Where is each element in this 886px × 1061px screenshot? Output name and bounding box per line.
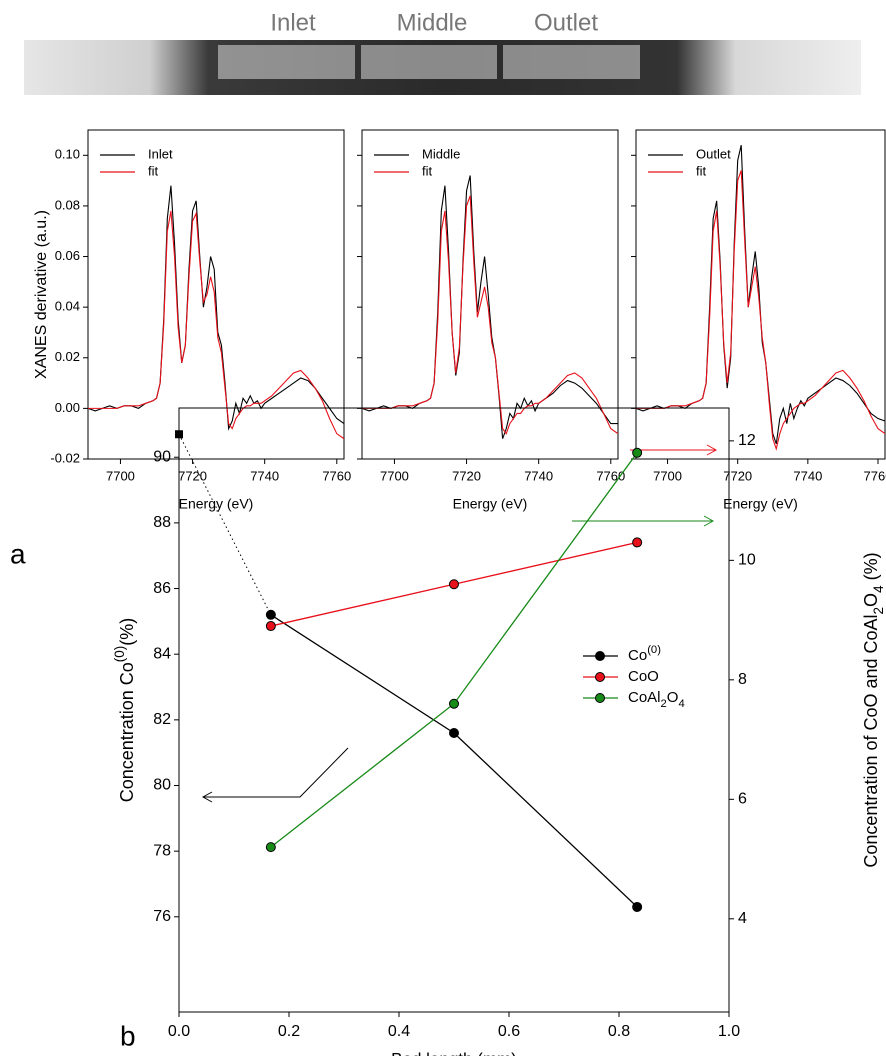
y2-axis-label: Concentration of CoO and CoAl2O4 (%)	[861, 552, 886, 867]
strip-label: Middle	[397, 9, 468, 36]
middle-region	[361, 45, 497, 79]
plot-frame	[361, 129, 619, 460]
legend-marker	[595, 693, 605, 703]
series-line	[87, 185, 345, 431]
inlet-region	[218, 45, 355, 79]
x-tick-label: 7700	[106, 468, 135, 483]
y-axis-label: XANES derivative (a.u.)	[33, 210, 50, 379]
x-axis-label: Bed length (mm)	[391, 1049, 517, 1056]
y-tick-label: 0.06	[55, 248, 80, 263]
legend-label: Middle	[422, 146, 460, 161]
x-tick-label: 0.4	[388, 1023, 410, 1040]
legend-label: fit	[148, 163, 159, 178]
y-tick-label: -0.02	[50, 450, 80, 465]
y-tick-label: 0.08	[55, 197, 80, 212]
data-point	[449, 579, 459, 590]
legend-label: CoAl2O4	[628, 689, 685, 710]
x-tick-label: 7700	[380, 468, 409, 483]
legend-label: fit	[422, 163, 433, 178]
series-line	[636, 170, 886, 451]
y-tick-label: 84	[153, 645, 171, 662]
y-tick-label: 0.00	[55, 400, 80, 415]
y2-tick-label: 6	[738, 791, 747, 808]
legend-marker	[595, 651, 605, 661]
x-tick-label: 7760	[322, 468, 351, 483]
y-tick-label: 90	[153, 448, 171, 465]
x-tick-label: 0.8	[608, 1023, 630, 1040]
x-tick-label: 7740	[524, 468, 553, 483]
extrapolation-line	[178, 434, 272, 616]
arrow-head	[706, 444, 718, 456]
plot-frame	[178, 407, 730, 1013]
series-line	[270, 614, 638, 908]
panel-label: a	[10, 538, 26, 569]
legend-marker	[595, 672, 605, 682]
x-axis-label: Energy (eV)	[453, 496, 528, 512]
data-point	[449, 698, 459, 709]
x-tick-label: 0.0	[168, 1023, 190, 1040]
legend-label: CoO	[628, 668, 659, 685]
data-point	[265, 621, 276, 632]
arrow-head	[703, 515, 715, 527]
x-tick-label: 7740	[793, 468, 822, 483]
y-tick-label: 88	[153, 514, 171, 531]
x-tick-label: 7720	[452, 468, 481, 483]
strip-label: Outlet	[534, 9, 598, 36]
data-point	[265, 609, 276, 620]
y-tick-label: 78	[153, 842, 171, 859]
y-tick-label: 82	[153, 711, 171, 728]
y2-tick-label: 10	[738, 552, 756, 569]
x-tick-label: 7740	[250, 468, 279, 483]
x-tick-label: 0.6	[498, 1023, 520, 1040]
data-point	[449, 727, 459, 738]
x-tick-label: 0.2	[278, 1023, 300, 1040]
y-tick-label: 0.04	[55, 299, 80, 314]
strip-label: Inlet	[270, 9, 316, 36]
x-axis-label: Energy (eV)	[179, 496, 254, 512]
legend-label: Inlet	[148, 146, 173, 161]
y2-tick-label: 8	[738, 671, 747, 688]
data-point	[632, 537, 643, 548]
x-axis-label: Energy (eV)	[723, 496, 798, 512]
data-point	[265, 842, 276, 853]
start-point	[175, 430, 183, 439]
series-line	[362, 195, 619, 435]
y-tick-label: 76	[153, 908, 171, 925]
x-tick-label: 7700	[653, 468, 682, 483]
x-tick-label: 1.0	[718, 1023, 740, 1040]
y-axis-label: Concentration Co(0)(%)	[112, 618, 137, 803]
x-tick-label: 7760	[864, 468, 886, 483]
x-tick-label: 7720	[178, 468, 207, 483]
catalyst-bed-image	[24, 40, 861, 95]
data-point	[632, 901, 643, 912]
y-tick-label: 0.10	[55, 147, 80, 162]
plot-frame	[87, 129, 345, 460]
series-line	[88, 210, 345, 440]
y2-tick-label: 12	[738, 432, 756, 449]
legend-label: fit	[696, 163, 707, 178]
legend-label: Co(0)	[628, 644, 661, 664]
y-tick-label: 80	[153, 777, 171, 794]
legend-label: Outlet	[696, 146, 731, 161]
arrow-head	[201, 791, 213, 803]
y-tick-label: 0.02	[55, 349, 80, 364]
series-line	[361, 175, 618, 439]
panel-label: b	[120, 1020, 136, 1051]
series-line	[635, 145, 886, 445]
x-tick-label: 7720	[723, 468, 752, 483]
plot-frame	[635, 129, 886, 460]
y2-tick-label: 4	[738, 910, 747, 927]
data-point	[632, 447, 643, 458]
y-tick-label: 86	[153, 580, 171, 597]
outlet-region	[503, 45, 640, 79]
left-axis-arrow	[203, 747, 349, 798]
